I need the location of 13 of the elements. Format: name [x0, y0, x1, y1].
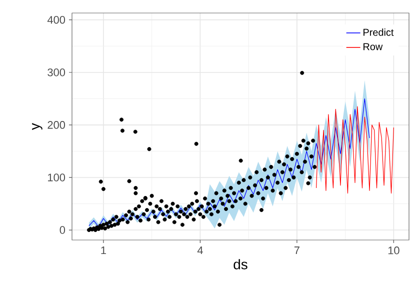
x-tick-label: 4	[197, 246, 203, 254]
legend-label: Predict	[364, 28, 394, 36]
y-tick-label: 100	[48, 174, 66, 182]
x-tick-label: 1	[101, 246, 106, 254]
x-tick-label: 10	[388, 246, 400, 254]
y-tick-label: 0	[60, 226, 66, 234]
y-tick-label: 300	[48, 68, 66, 76]
y-tick-label: 400	[47, 16, 66, 24]
y-tick-label: 200	[48, 121, 66, 129]
legend-label: Row	[364, 43, 383, 50]
x-axis-title: ds	[234, 259, 248, 270]
y-axis-title: y	[32, 123, 42, 130]
x-tick-label: 7	[294, 246, 300, 254]
